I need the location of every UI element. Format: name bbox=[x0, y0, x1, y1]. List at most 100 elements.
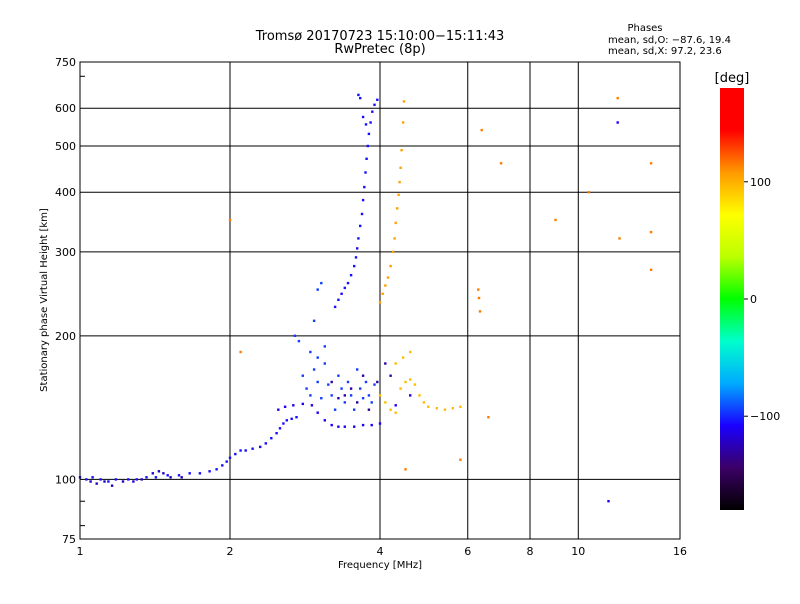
echo-point bbox=[587, 191, 590, 194]
echo-point bbox=[320, 281, 323, 285]
echo-point bbox=[177, 474, 181, 477]
echo-point bbox=[364, 171, 367, 174]
echo-point bbox=[616, 96, 619, 100]
echo-point bbox=[459, 458, 462, 461]
echo-point bbox=[349, 394, 353, 397]
echo-point bbox=[188, 472, 191, 475]
echo-point bbox=[353, 425, 356, 428]
echo-point bbox=[370, 401, 373, 404]
echo-point bbox=[316, 288, 319, 291]
echo-point bbox=[394, 221, 397, 225]
echo-point bbox=[499, 162, 503, 165]
echo-point bbox=[228, 456, 232, 459]
echo-point bbox=[389, 408, 392, 411]
echo-point bbox=[353, 264, 356, 268]
echo-point bbox=[333, 408, 337, 411]
colorbar-tick-label: 0 bbox=[750, 293, 757, 306]
echo-point bbox=[309, 394, 312, 397]
y-tick-label: 750 bbox=[55, 56, 76, 69]
echo-point bbox=[323, 419, 326, 422]
echo-point bbox=[391, 250, 395, 253]
echo-point bbox=[316, 356, 319, 359]
echo-point bbox=[616, 121, 619, 124]
echo-point bbox=[398, 180, 401, 184]
colorbar bbox=[720, 88, 744, 510]
echo-point bbox=[292, 404, 295, 407]
echo-point bbox=[127, 478, 130, 481]
y-tick-label: 400 bbox=[55, 186, 76, 199]
echo-point bbox=[145, 476, 148, 479]
echo-point bbox=[135, 478, 138, 481]
echo-point bbox=[357, 93, 360, 97]
echo-point bbox=[278, 427, 282, 430]
stats-x-mode: mean, sd,X: 97.2, 23.6 bbox=[608, 46, 722, 57]
y-tick-labels: 75 100 200 300 400 500 600 750 bbox=[55, 56, 76, 546]
x-tick-label: 16 bbox=[673, 545, 687, 558]
echo-point bbox=[333, 305, 337, 309]
echo-point bbox=[478, 310, 482, 313]
echo-point bbox=[264, 442, 267, 445]
echo-point bbox=[121, 480, 125, 483]
echo-point bbox=[386, 276, 390, 279]
echo-point bbox=[397, 193, 400, 196]
echo-point bbox=[359, 96, 362, 100]
echo-point bbox=[327, 383, 330, 386]
chart-title: Tromsø 20170723 15:10:00−15:11:43 bbox=[255, 29, 505, 44]
echo-point bbox=[285, 419, 288, 422]
echo-point bbox=[305, 387, 308, 390]
echo-point bbox=[367, 132, 371, 136]
echo-point bbox=[157, 470, 161, 473]
echo-point bbox=[354, 256, 358, 259]
echo-point bbox=[225, 460, 228, 463]
echo-point bbox=[404, 468, 407, 471]
x-tick-labels: 1 2 4 6 8 10 16 bbox=[77, 545, 688, 558]
y-axis-label: Stationary phase Virtual Height [km] bbox=[39, 208, 50, 392]
echo-point bbox=[477, 296, 481, 300]
echo-point bbox=[228, 218, 232, 222]
echo-point bbox=[384, 362, 387, 365]
echo-point bbox=[394, 362, 397, 365]
echo-point bbox=[349, 274, 353, 277]
echo-point bbox=[316, 380, 319, 384]
echo-point bbox=[162, 472, 165, 475]
echo-point bbox=[366, 144, 369, 148]
echo-point bbox=[259, 445, 262, 449]
echo-point bbox=[356, 368, 359, 371]
echo-point bbox=[451, 407, 454, 410]
echo-point bbox=[270, 437, 273, 440]
echo-point bbox=[316, 411, 319, 414]
echo-point bbox=[91, 476, 94, 479]
y-tick-label: 500 bbox=[55, 140, 76, 153]
echo-point bbox=[393, 237, 396, 240]
echo-point bbox=[283, 405, 287, 408]
echo-point bbox=[343, 394, 346, 397]
echo-point bbox=[399, 387, 402, 390]
echo-point bbox=[359, 387, 362, 390]
echo-point bbox=[364, 380, 368, 384]
echo-point bbox=[356, 401, 359, 404]
echo-point bbox=[310, 404, 314, 407]
echo-point bbox=[356, 247, 359, 250]
echo-point bbox=[330, 423, 333, 427]
echo-point bbox=[239, 449, 242, 452]
echo-point bbox=[389, 264, 392, 268]
echo-point bbox=[208, 470, 211, 473]
echo-point bbox=[309, 350, 312, 354]
x-tick-label: 10 bbox=[571, 545, 585, 558]
echo-point bbox=[180, 476, 183, 479]
echo-point bbox=[293, 334, 297, 337]
echo-point bbox=[371, 110, 374, 113]
echo-point bbox=[166, 474, 169, 477]
echo-point bbox=[401, 121, 405, 124]
echo-point bbox=[343, 425, 346, 428]
echo-point bbox=[649, 268, 653, 271]
echo-point bbox=[422, 401, 426, 404]
echo-point bbox=[107, 480, 110, 483]
echo-point bbox=[110, 484, 114, 487]
echo-point bbox=[95, 482, 98, 485]
echo-point bbox=[402, 100, 406, 103]
colorbar-tick-label: −100 bbox=[750, 410, 780, 423]
x-tick-label: 1 bbox=[77, 545, 84, 558]
echo-point bbox=[361, 115, 365, 119]
